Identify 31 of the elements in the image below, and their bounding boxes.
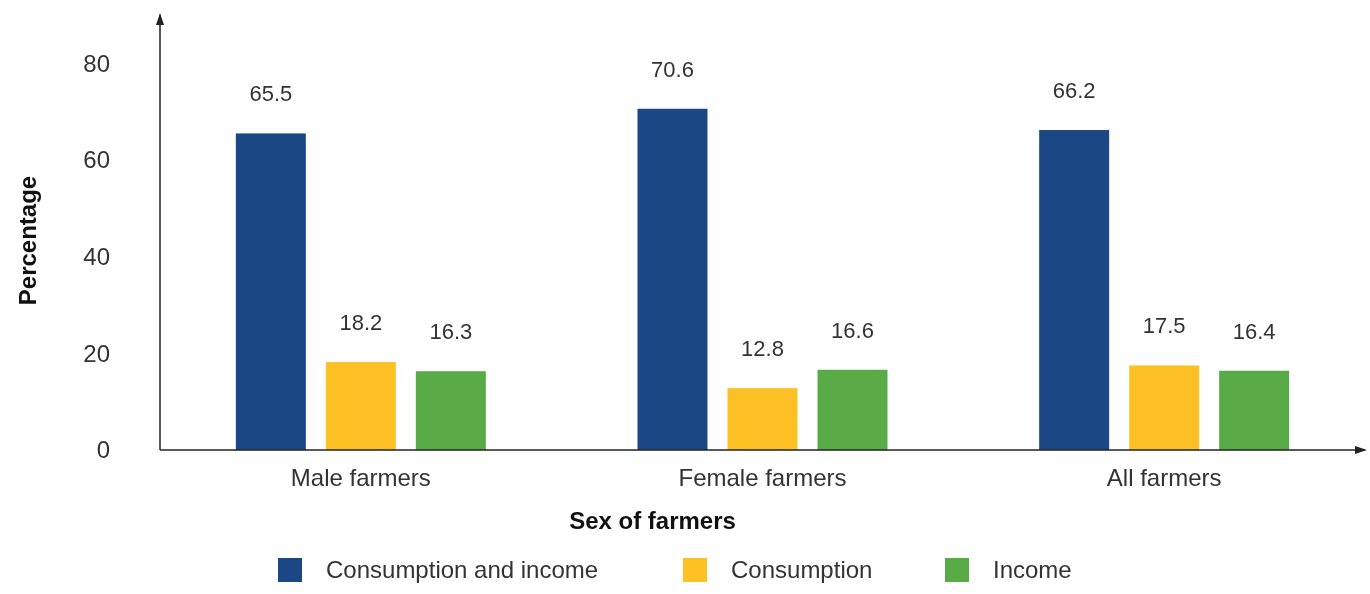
- x-axis-title: Sex of farmers: [569, 507, 736, 534]
- bar: [637, 108, 708, 450]
- data-label: 70.6: [651, 56, 694, 82]
- data-label: 16.4: [1232, 318, 1276, 344]
- y-tick-label: 0: [96, 436, 110, 464]
- data-label: 18.2: [339, 310, 383, 336]
- y-axis-title: Percentage: [14, 175, 41, 306]
- data-label: 65.5: [249, 81, 293, 107]
- data-label: 17.5: [1142, 313, 1186, 339]
- data-label: 16.3: [429, 319, 473, 345]
- x-tick-label: All farmers: [1106, 464, 1222, 491]
- x-tick-label: Male farmers: [290, 464, 431, 491]
- y-tick-label: 60: [83, 146, 110, 174]
- bar: [727, 388, 798, 450]
- bar: [1219, 370, 1290, 450]
- legend-label: Consumption: [731, 556, 873, 583]
- data-label: 16.6: [831, 317, 874, 343]
- bar: [1039, 130, 1110, 450]
- data-label: 66.2: [1052, 78, 1096, 104]
- bar: [325, 362, 396, 450]
- bar: [235, 133, 306, 450]
- x-tick-label: Female farmers: [678, 464, 847, 491]
- y-tick-label: 20: [83, 339, 110, 367]
- bar: [415, 371, 486, 450]
- legend-label: Consumption and income: [326, 556, 599, 583]
- legend-label: Income: [993, 556, 1072, 583]
- data-label: 12.8: [741, 336, 784, 362]
- bar: [817, 369, 888, 450]
- bar: [1129, 365, 1200, 450]
- y-tick-label: 40: [83, 243, 110, 271]
- y-tick-label: 80: [83, 49, 110, 77]
